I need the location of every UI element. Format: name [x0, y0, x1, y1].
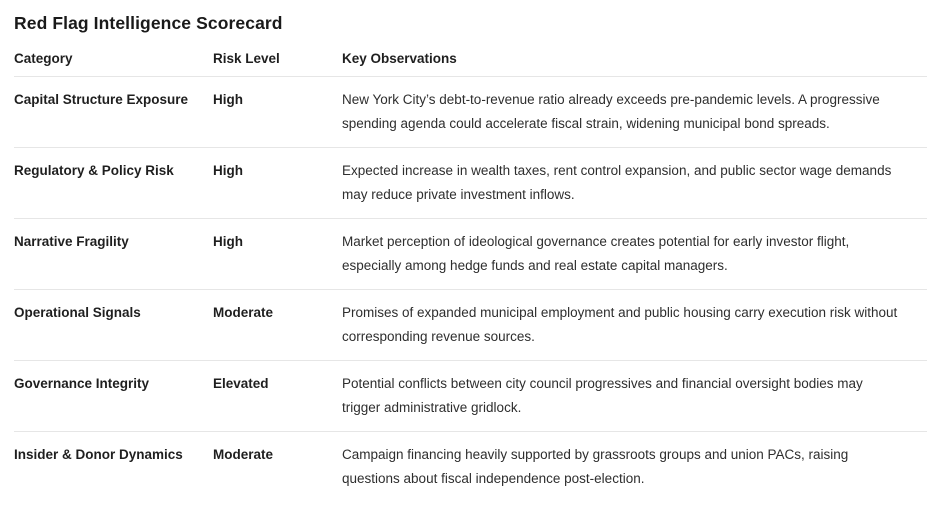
risk-level-cell: Moderate — [213, 305, 274, 320]
category-cell: Operational Signals — [14, 305, 141, 320]
observation-cell: Campaign financing heavily supported by … — [342, 447, 849, 486]
risk-level-cell: High — [213, 163, 243, 178]
risk-level-cell: Moderate — [213, 447, 274, 462]
scorecard-table: Category Risk Level Key Observations Cap… — [14, 45, 927, 502]
table-row-operational-signals: Operational Signals Moderate Promises of… — [14, 290, 927, 361]
table-header-row: Category Risk Level Key Observations — [14, 45, 927, 77]
category-cell: Governance Integrity — [14, 376, 150, 391]
header-category: Category — [14, 51, 73, 66]
table-row-insider-donor-dynamics: Insider & Donor Dynamics Moderate Campai… — [14, 432, 927, 502]
risk-level-cell: High — [213, 234, 243, 249]
table-row-governance-integrity: Governance Integrity Elevated Potential … — [14, 361, 927, 432]
observation-cell: New York City’s debt-to-revenue ratio al… — [342, 92, 880, 131]
table-row-regulatory-policy-risk: Regulatory & Policy Risk High Expected i… — [14, 148, 927, 219]
category-cell: Capital Structure Exposure — [14, 92, 189, 107]
table-row-narrative-fragility: Narrative Fragility High Market percepti… — [14, 219, 927, 290]
observation-cell: Potential conflicts between city council… — [342, 376, 863, 415]
risk-level-cell: Elevated — [213, 376, 269, 391]
category-cell: Regulatory & Policy Risk — [14, 163, 174, 178]
category-cell: Insider & Donor Dynamics — [14, 447, 183, 462]
header-risk-level: Risk Level — [213, 51, 280, 66]
page-title: Red Flag Intelligence Scorecard — [14, 13, 283, 33]
category-cell: Narrative Fragility — [14, 234, 129, 249]
risk-level-cell: High — [213, 92, 243, 107]
observation-cell: Market perception of ideological governa… — [342, 234, 850, 273]
observation-cell: Expected increase in wealth taxes, rent … — [342, 163, 892, 202]
header-key-observations: Key Observations — [342, 51, 457, 66]
observation-cell: Promises of expanded municipal employmen… — [342, 305, 898, 344]
table-row-capital-structure-exposure: Capital Structure Exposure High New York… — [14, 77, 927, 148]
